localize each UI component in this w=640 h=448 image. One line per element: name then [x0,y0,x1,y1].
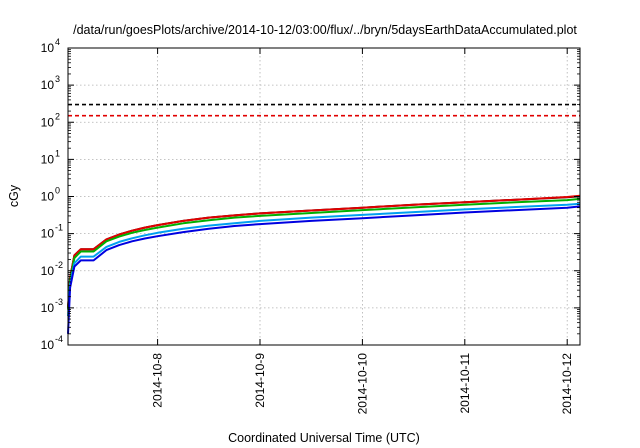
series-line [67,202,581,317]
x-tick-label: 2014-10-9 [253,353,267,408]
y-tick-label: 10 [41,78,55,92]
y-axis-label: cGy [7,184,21,207]
threshold-lines [68,103,580,117]
grid [68,48,580,345]
y-tick-label: 10 [41,41,55,55]
y-tick-exponent: 1 [55,148,60,158]
x-tick-label: 2014-10-11 [458,353,472,414]
y-tick-exponent: -4 [55,334,63,344]
y-tick-exponent: 3 [55,74,60,84]
y-tick-label: 10 [41,301,55,315]
x-axis: 2014-10-8 2014-10-9 2014-10-10 2014-10-11 20… [151,48,574,415]
y-tick-label: 10 [41,338,55,352]
x-tick-label: 2014-10-8 [151,353,165,408]
y-tick-exponent: -2 [55,260,63,270]
series-line [67,205,581,334]
y-tick-label: 10 [41,115,55,129]
x-axis-label: Coordinated Universal Time (UTC) [228,431,420,445]
y-tick-label: 10 [41,152,55,166]
y-tick-exponent: 2 [55,111,60,121]
y-tick-exponent: -3 [55,297,63,307]
x-tick-label: 2014-10-10 [355,353,369,415]
y-tick-exponent: -1 [55,223,63,233]
series-line [67,194,581,308]
series-lines [67,194,581,334]
y-tick-label: 10 [41,227,55,241]
y-tick-exponent: 4 [55,37,60,47]
series-line [67,197,581,310]
x-tick-label: 2014-10-12 [560,353,574,415]
y-tick-label: 10 [41,264,55,278]
y-tick-exponent: 0 [55,186,60,196]
chart-title: /data/run/goesPlots/archive/2014-10-12/0… [73,23,577,37]
y-tick-label: 10 [41,190,55,204]
